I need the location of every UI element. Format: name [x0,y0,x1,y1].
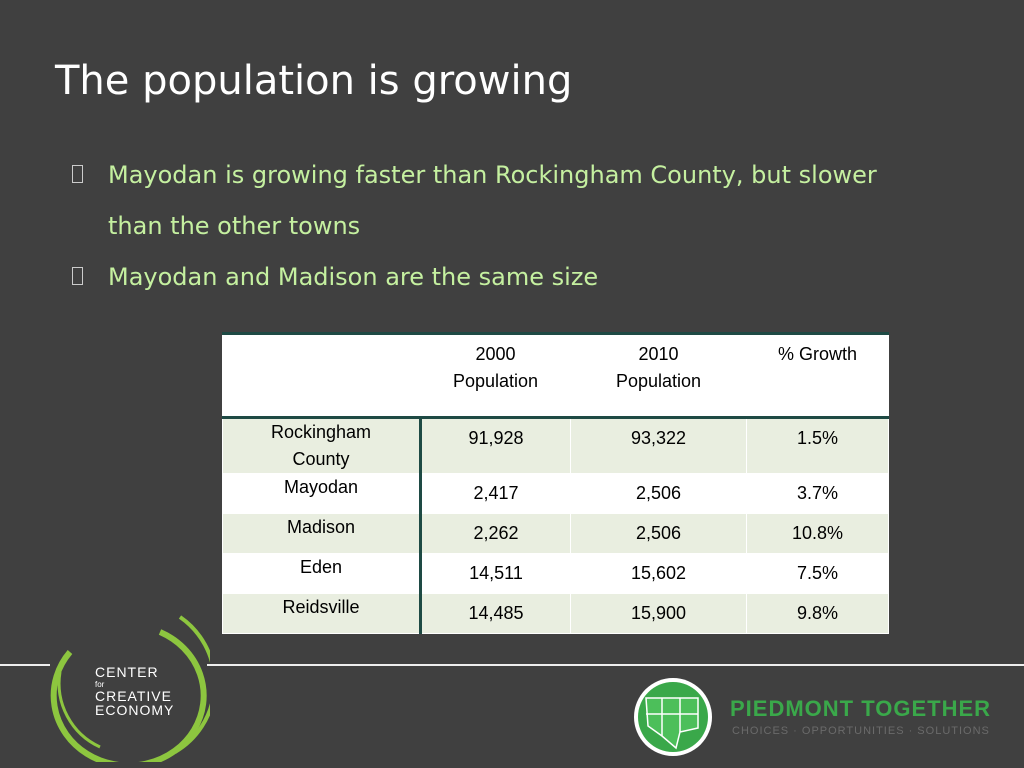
table-cell: Rockingham County [222,417,422,474]
table-cell: Eden [222,553,422,594]
table-cell: 7.5% [746,553,889,594]
table-row: Reidsville 14,485 15,900 9.8% [222,593,889,634]
table-cell: 10.8% [746,513,889,554]
table-cell: Mayodan [222,473,422,514]
bullet: Mayodan is growing faster than Rockingha… [68,150,928,252]
header-cell [222,333,421,419]
table-cell: Reidsville [222,593,422,634]
table-row: Rockingham County 91,928 93,322 1.5% [222,417,889,474]
bullet: Mayodan and Madison are the same size [68,252,928,303]
header-text: 2010 [638,344,679,364]
table-cell: 2,417 [420,473,571,514]
table-cell: 2,262 [420,513,571,554]
table-cell: 14,485 [420,593,571,634]
logo-tagline: CHOICES · OPPORTUNITIES · SOLUTIONS [732,725,990,737]
header-row: 2000 Population 2010 Population % Growth [222,333,889,419]
table-cell: 2,506 [570,513,747,554]
header-cell: % Growth [746,333,889,419]
divider [207,664,1024,666]
logo-text: CENTER [95,664,159,680]
table-cell: 15,900 [570,593,747,634]
table-row: Eden 14,511 15,602 7.5% [222,553,889,594]
table-row: Mayodan 2,417 2,506 3.7% [222,473,889,514]
table-row: Madison 2,262 2,506 10.8% [222,513,889,554]
table-cell: 1.5% [746,417,889,474]
header-cell: 2010 Population [570,333,747,419]
table-cell: 9.8% [746,593,889,634]
header-text: Population [452,371,539,391]
logo-text: for [95,680,105,689]
logo-text: PIEDMONT TOGETHER [730,696,992,721]
table-cell: 91,928 [420,417,571,474]
table-cell: 14,511 [420,553,571,594]
table-cell: 3.7% [746,473,889,514]
divider [0,664,50,666]
logo-text: ECONOMY [95,702,175,718]
table-cell: Madison [222,513,422,554]
header-text: 2000 [475,344,516,364]
header-text: Population [615,371,702,391]
header-cell: 2000 Population [420,333,571,419]
bullet-list: Mayodan is growing faster than Rockingha… [68,150,928,303]
pt-logo-mark [634,678,712,756]
cce-logo-mark [50,615,210,762]
logo-text: CREATIVE [95,688,172,704]
table-cell: 2,506 [570,473,747,514]
header-text: % Growth [777,344,858,364]
population-table: 2000 Population 2010 Population % Growth Rock… [222,332,889,634]
slide-title: The population is growing [55,58,573,104]
table-cell: 93,322 [570,417,747,474]
table-cell: 15,602 [570,553,747,594]
